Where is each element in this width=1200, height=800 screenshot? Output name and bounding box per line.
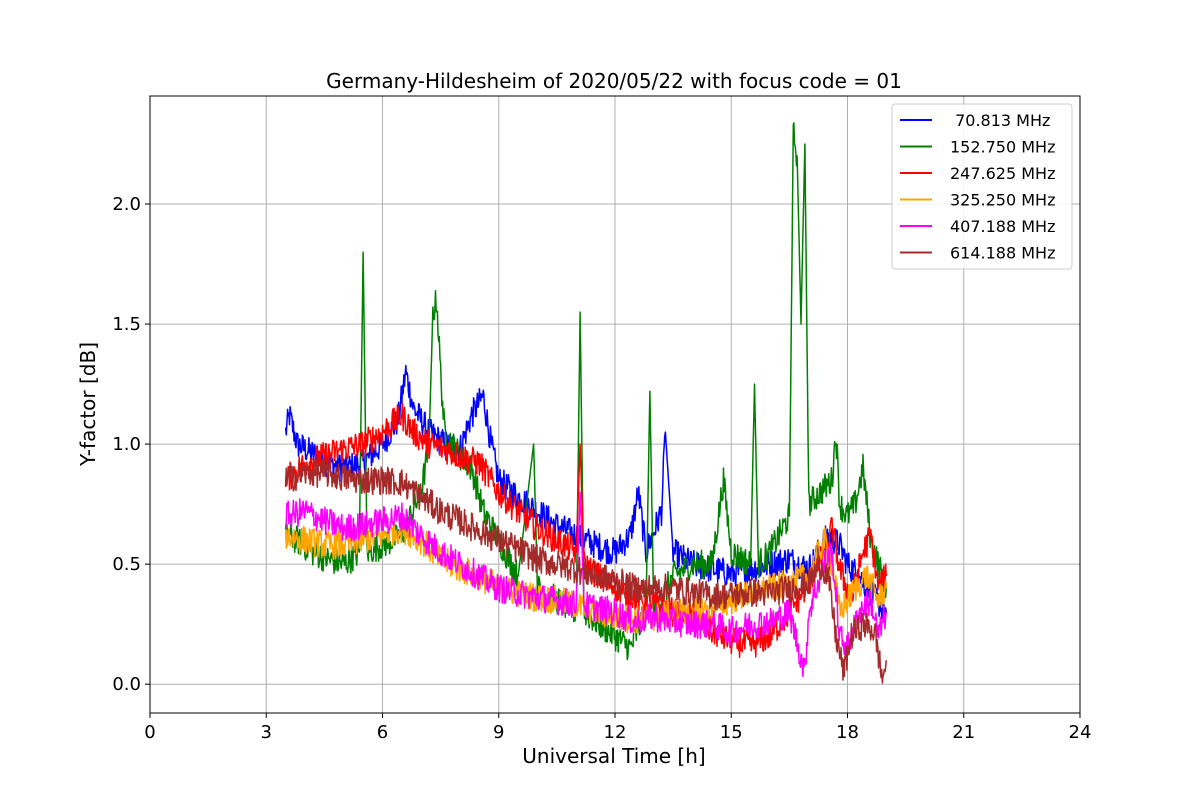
x-tick-label: 0 [144, 722, 155, 743]
x-tick-label: 6 [377, 722, 388, 743]
axis-ticks: 0 3 6 9 12 15 18 21 24 0.0 0.5 1.0 1.5 2.0 [112, 194, 1091, 743]
y-tick-label: 1.5 [112, 314, 141, 335]
x-tick-label: 21 [952, 722, 975, 743]
chart-title: Germany-Hildesheim of 2020/05/22 with fo… [326, 69, 902, 93]
x-tick-label: 9 [493, 722, 504, 743]
y-axis-label: Y-factor [dB] [76, 342, 100, 467]
x-tick-label: 3 [261, 722, 272, 743]
y-tick-label: 1.0 [112, 434, 141, 455]
legend-label: 407.188 MHz [950, 217, 1055, 236]
legend-box [891, 103, 1073, 270]
x-tick-label: 18 [836, 722, 859, 743]
legend-label: 247.625 MHz [950, 164, 1055, 183]
series-line-1 [284, 122, 888, 661]
x-tick-label: 15 [720, 722, 743, 743]
series-line-4 [284, 491, 888, 678]
legend: 70.813 MHz 152.750 MHz 247.625 MHz 325.250 … [891, 103, 1073, 270]
y-tick-label: 0.5 [112, 554, 141, 575]
series-line-5 [284, 457, 888, 684]
x-tick-label: 12 [604, 722, 627, 743]
y-tick-label: 2.0 [112, 194, 141, 215]
x-tick-label: 24 [1069, 722, 1092, 743]
y-tick-label: 0.0 [112, 674, 141, 695]
legend-label: 325.250 MHz [950, 191, 1055, 210]
x-axis-label: Universal Time [h] [522, 744, 705, 768]
legend-label: 70.813 MHz [950, 111, 1050, 130]
legend-label: 152.750 MHz [950, 138, 1055, 157]
legend-label: 614.188 MHz [950, 244, 1055, 263]
series-lines [284, 122, 888, 684]
